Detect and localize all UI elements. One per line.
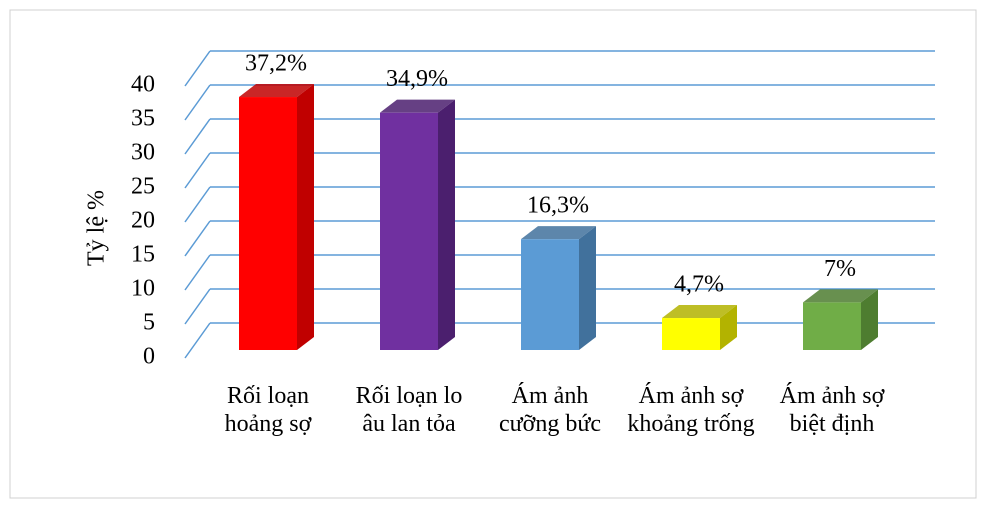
bar-top — [803, 289, 878, 303]
bar-side — [579, 226, 596, 350]
data-label: 37,2% — [245, 51, 307, 77]
bar-side — [297, 84, 314, 350]
data-label: 4,7% — [674, 272, 724, 298]
bar-top — [239, 84, 314, 98]
bar-side — [861, 289, 878, 350]
grid-slant — [184, 118, 211, 155]
bar-side — [720, 305, 737, 350]
grid-slant — [184, 288, 211, 325]
data-label: 34,9% — [386, 66, 448, 92]
data-label: 7% — [824, 256, 856, 282]
bar-top — [662, 305, 737, 319]
bar-side — [438, 99, 455, 351]
bar — [239, 97, 297, 350]
y-tick-label: 5 — [143, 310, 155, 336]
grid-slant — [184, 152, 211, 189]
y-tick-label: 25 — [131, 174, 155, 200]
x-tick-label: Ám ảnh cưỡng bức — [498, 383, 601, 437]
grid-slant — [184, 322, 211, 359]
x-tick-label: Rối loạn lo âu lan tỏa — [355, 383, 463, 437]
grid-slant — [184, 254, 211, 291]
y-tick-label: 40 — [131, 72, 155, 98]
data-label: 16,3% — [527, 193, 589, 219]
bar — [380, 112, 438, 351]
grid-slant — [184, 50, 211, 87]
bar-top — [380, 99, 455, 113]
y-tick-label: 15 — [131, 242, 155, 268]
bar — [662, 318, 720, 350]
y-tick-label: 0 — [143, 344, 155, 370]
grid-slant — [184, 186, 211, 223]
frame — [9, 9, 977, 499]
y-axis-title: Tỷ lệ % — [84, 190, 110, 266]
grid-slant — [184, 220, 211, 257]
bar — [521, 239, 579, 350]
x-tick-label: Rối loạn hoảng sợ — [224, 383, 312, 437]
y-tick-label: 30 — [131, 140, 155, 166]
x-tick-label: Ám ảnh sợ khoảng trống — [627, 383, 755, 437]
y-tick-label: 35 — [131, 106, 155, 132]
grid-slant — [184, 84, 211, 121]
bar — [803, 302, 861, 350]
y-tick-label: 20 — [131, 208, 155, 234]
x-tick-label: Ám ảnh sợ biệt định — [779, 383, 885, 437]
bar-top — [521, 226, 596, 240]
y-tick-label: 10 — [131, 276, 155, 302]
